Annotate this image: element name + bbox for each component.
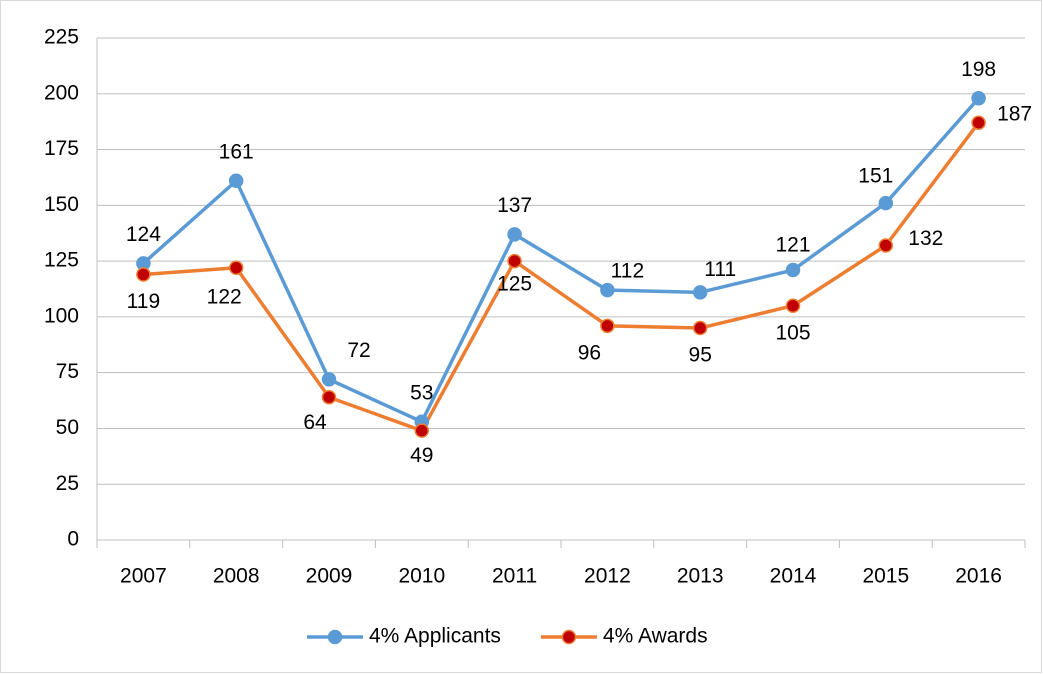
x-tick-label: 2016 — [955, 565, 1002, 588]
x-tick-label: 2014 — [770, 565, 817, 588]
data-point — [600, 318, 615, 334]
legend-marker — [327, 629, 343, 645]
data-point — [507, 227, 522, 242]
x-tick-label: 2015 — [862, 565, 909, 588]
data-label: 112 — [611, 260, 644, 283]
data-label: 53 — [410, 381, 433, 404]
data-point — [600, 282, 615, 298]
data-label: 64 — [303, 411, 327, 434]
y-tick-label: 50 — [56, 416, 79, 439]
data-label: 132 — [908, 227, 943, 250]
x-tick-label: 2010 — [398, 565, 445, 588]
data-point — [228, 260, 244, 276]
data-label: 111 — [704, 258, 736, 281]
data-point — [692, 285, 708, 300]
y-tick-label: 225 — [44, 26, 79, 49]
x-tick-label: 2008 — [213, 565, 260, 588]
data-label: 151 — [858, 165, 893, 188]
x-tick-label: 2011 — [492, 565, 537, 588]
data-point — [878, 195, 894, 211]
y-tick-label: 0 — [67, 528, 79, 551]
y-tick-label: 125 — [44, 249, 79, 272]
series-line — [142, 97, 980, 424]
data-label: 198 — [961, 58, 996, 81]
y-tick-label: 150 — [44, 193, 79, 216]
data-label: 122 — [207, 285, 242, 308]
data-label: 95 — [689, 344, 712, 367]
data-label: 187 — [997, 102, 1032, 125]
y-tick-label: 25 — [56, 472, 79, 495]
legend-marker — [561, 629, 577, 645]
data-label: 137 — [497, 194, 532, 217]
y-tick-label: 175 — [44, 137, 79, 160]
data-point — [136, 267, 151, 282]
legend-label: 4% Applicants — [369, 625, 501, 648]
data-point — [971, 90, 986, 106]
y-tick-label: 100 — [44, 304, 79, 327]
data-point — [321, 372, 337, 387]
data-point — [785, 298, 801, 313]
data-point — [414, 423, 430, 438]
data-point — [507, 253, 522, 269]
data-point — [228, 173, 244, 189]
x-tick-label: 2012 — [584, 565, 631, 588]
y-tick-label: 200 — [44, 81, 79, 104]
data-label: 49 — [410, 444, 433, 467]
x-tick-label: 2013 — [677, 565, 724, 588]
data-label: 96 — [578, 341, 601, 364]
legend-label: 4% Awards — [603, 625, 708, 648]
data-point — [692, 320, 708, 336]
data-point — [321, 389, 337, 405]
data-label: 72 — [347, 339, 370, 362]
data-label: 124 — [126, 223, 161, 246]
data-label: 125 — [497, 273, 532, 296]
data-point — [878, 238, 894, 253]
data-label: 119 — [127, 290, 160, 313]
series-line — [143, 121, 980, 433]
data-point — [785, 262, 801, 278]
x-tick-label: 2009 — [306, 565, 353, 588]
data-point — [971, 115, 986, 131]
x-tick-label: 2007 — [120, 565, 167, 588]
y-tick-label: 75 — [56, 360, 79, 383]
data-label: 121 — [775, 234, 810, 257]
data-label: 161 — [219, 140, 254, 163]
data-label: 105 — [775, 321, 810, 344]
